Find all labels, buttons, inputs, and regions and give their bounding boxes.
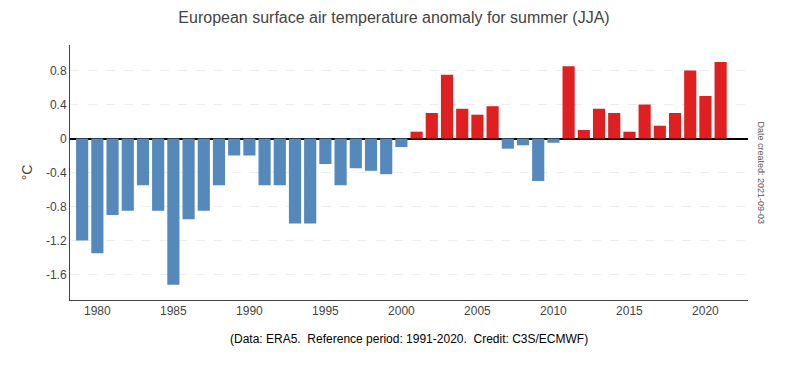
svg-text:-0.4: -0.4 — [46, 166, 67, 180]
svg-text:2020: 2020 — [692, 304, 719, 318]
svg-text:1985: 1985 — [160, 304, 187, 318]
svg-text:0.8: 0.8 — [50, 64, 67, 78]
svg-text:Date created: 2021-09-03: Date created: 2021-09-03 — [756, 122, 766, 225]
svg-text:0.4: 0.4 — [50, 98, 67, 112]
svg-text:-1.6: -1.6 — [46, 268, 67, 282]
svg-text:-0.8: -0.8 — [46, 200, 67, 214]
svg-text:1995: 1995 — [312, 304, 339, 318]
svg-text:2015: 2015 — [616, 304, 643, 318]
svg-text:1980: 1980 — [84, 304, 111, 318]
svg-text:°C: °C — [19, 165, 35, 181]
svg-text:2010: 2010 — [540, 304, 567, 318]
svg-text:European surface air temperatu: European surface air temperature anomaly… — [178, 9, 609, 26]
svg-text:1990: 1990 — [236, 304, 263, 318]
svg-text:0: 0 — [60, 132, 67, 146]
svg-text:-1.2: -1.2 — [46, 234, 67, 248]
svg-text:2000: 2000 — [388, 304, 415, 318]
svg-text:(Data: ERA5. Reference period: (Data: ERA5. Reference period: 1991-2020… — [230, 332, 588, 346]
svg-text:2005: 2005 — [464, 304, 491, 318]
